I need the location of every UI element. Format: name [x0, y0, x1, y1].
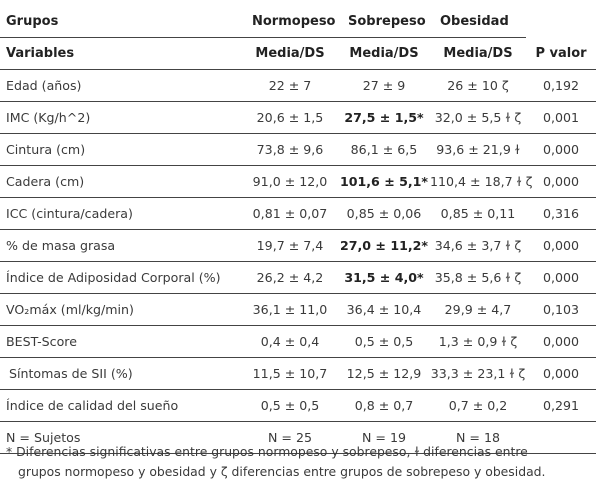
- sobrepeso-cell: 27,5 ± 1,5*: [338, 101, 430, 134]
- pvalue-cell: 0,000: [526, 165, 596, 198]
- sobrepeso-cell: 86,1 ± 6,5: [338, 133, 430, 166]
- footnote-line-2: grupos normopeso y obesidad y ζ diferenc…: [18, 464, 546, 479]
- obesidad-cell: 29,9 ± 4,7: [430, 293, 526, 326]
- sobrepeso-cell: 0,8 ± 0,7: [338, 389, 430, 422]
- table-row: Síntomas de SII (%) 11,5 ± 10,7 12,5 ± 12,…: [0, 357, 596, 390]
- variable-cell: BEST-Score: [0, 325, 242, 358]
- table-row: ICC (cintura/cadera) 0,81 ± 0,07 0,85 ± 0,…: [0, 197, 596, 230]
- sobrepeso-cell: 27,0 ± 11,2*: [338, 229, 430, 262]
- subheader-sobrepeso: Media/DS: [338, 37, 430, 70]
- normopeso-cell: 91,0 ± 12,0: [242, 165, 338, 198]
- normopeso-cell: 19,7 ± 7,4: [242, 229, 338, 262]
- group-obesidad: Obesidad: [430, 5, 526, 38]
- obesidad-cell: 33,3 ± 23,1 ɫ ζ: [430, 357, 526, 390]
- subheader-obesidad: Media/DS: [430, 37, 526, 70]
- group-sobrepeso: Sobrepeso: [338, 5, 430, 38]
- sobrepeso-cell: N = 19: [338, 421, 430, 454]
- variable-cell: IMC (Kg/h^2): [0, 101, 242, 134]
- pvalue-cell: 0,192: [526, 69, 596, 102]
- variable-cell: ICC (cintura/cadera): [0, 197, 242, 230]
- sub-header-row: Variables Media/DS Media/DS Media/DS P v…: [0, 37, 596, 70]
- sobrepeso-cell: 12,5 ± 12,9: [338, 357, 430, 390]
- normopeso-cell: 26,2 ± 4,2: [242, 261, 338, 294]
- table-row: BEST-Score 0,4 ± 0,4 0,5 ± 0,5 1,3 ± 0,9 ɫ …: [0, 325, 596, 358]
- obesidad-cell: 35,8 ± 5,6 ɫ ζ: [430, 261, 526, 294]
- table-row: Edad (años) 22 ± 7 27 ± 9 26 ± 10 ζ 0,192: [0, 69, 596, 102]
- obesidad-cell: 34,6 ± 3,7 ɫ ζ: [430, 229, 526, 262]
- normopeso-cell: 20,6 ± 1,5: [242, 101, 338, 134]
- obesidad-cell: N = 18: [430, 421, 526, 454]
- pvalue-label: P valor: [526, 37, 596, 70]
- sobrepeso-cell: 0,5 ± 0,5: [338, 325, 430, 358]
- pvalue-cell: 0,000: [526, 357, 596, 390]
- obesidad-cell: 0,85 ± 0,11: [430, 197, 526, 230]
- pvalue-cell: 0,001: [526, 101, 596, 134]
- sobrepeso-cell: 27 ± 9: [338, 69, 430, 102]
- table-row: Índice de Adiposidad Corporal (%) 26,2 ± …: [0, 261, 596, 294]
- pvalue-cell: 0,000: [526, 261, 596, 294]
- subheader-normopeso: Media/DS: [242, 37, 338, 70]
- obesidad-cell: 32,0 ± 5,5 ɫ ζ: [430, 101, 526, 134]
- footnote-line-1: * Diferencias significativas entre grupo…: [6, 444, 528, 459]
- empty-header-cell: [526, 5, 596, 38]
- obesidad-cell: 93,6 ± 21,9 ɫ: [430, 133, 526, 166]
- variable-cell: Índice de Adiposidad Corporal (%): [0, 261, 242, 294]
- table-row: % de masa grasa 19,7 ± 7,4 27,0 ± 11,2* 34,…: [0, 229, 596, 262]
- variable-cell: N = Sujetos: [0, 421, 242, 454]
- obesidad-cell: 110,4 ± 18,7 ɫ ζ: [430, 165, 533, 198]
- pvalue-cell: 0,000: [526, 133, 596, 166]
- sobrepeso-cell: 31,5 ± 4,0*: [338, 261, 430, 294]
- table-row: Índice de calidad del sueño 0,5 ± 0,5 0,8 …: [0, 389, 596, 422]
- variables-label: Variables: [0, 37, 242, 70]
- obesidad-cell: 26 ± 10 ζ: [430, 69, 526, 102]
- pvalue-cell: [526, 421, 596, 454]
- pvalue-cell: 0,103: [526, 293, 596, 326]
- results-table: Grupos Normopeso Sobrepeso Obesidad Vari…: [0, 5, 596, 454]
- footnote: * Diferencias significativas entre grupo…: [6, 442, 590, 482]
- variable-cell: Síntomas de SII (%): [0, 357, 242, 390]
- table-row: Cadera (cm) 91,0 ± 12,0 101,6 ± 5,1* 110,4 …: [0, 165, 596, 198]
- table-row: IMC (Kg/h^2) 20,6 ± 1,5 27,5 ± 1,5* 32,0 ± …: [0, 101, 596, 134]
- pvalue-cell: 0,000: [526, 229, 596, 262]
- normopeso-cell: 22 ± 7: [242, 69, 338, 102]
- normopeso-cell: N = 25: [242, 421, 338, 454]
- normopeso-cell: 11,5 ± 10,7: [242, 357, 338, 390]
- normopeso-cell: 0,5 ± 0,5: [242, 389, 338, 422]
- variable-cell: % de masa grasa: [0, 229, 242, 262]
- obesidad-cell: 1,3 ± 0,9 ɫ ζ: [430, 325, 526, 358]
- pvalue-cell: 0,316: [526, 197, 596, 230]
- variable-cell: Edad (años): [0, 69, 242, 102]
- sobrepeso-cell: 0,85 ± 0,06: [338, 197, 430, 230]
- sobrepeso-cell: 101,6 ± 5,1*: [338, 165, 430, 198]
- normopeso-cell: 0,4 ± 0,4: [242, 325, 338, 358]
- group-normopeso: Normopeso: [242, 5, 338, 38]
- variable-cell: Cintura (cm): [0, 133, 242, 166]
- normopeso-cell: 0,81 ± 0,07: [242, 197, 338, 230]
- table-row: N = Sujetos N = 25 N = 19 N = 18: [0, 421, 596, 454]
- table-row: VO₂máx (ml/kg/min) 36,1 ± 11,0 36,4 ± 10,4…: [0, 293, 596, 326]
- normopeso-cell: 73,8 ± 9,6: [242, 133, 338, 166]
- sobrepeso-cell: 36,4 ± 10,4: [338, 293, 430, 326]
- table-row: Cintura (cm) 73,8 ± 9,6 86,1 ± 6,5 93,6 ± 2…: [0, 133, 596, 166]
- group-header-row: Grupos Normopeso Sobrepeso Obesidad: [0, 5, 596, 38]
- variable-cell: Cadera (cm): [0, 165, 242, 198]
- pvalue-cell: 0,291: [526, 389, 596, 422]
- pvalue-cell: 0,000: [526, 325, 596, 358]
- obesidad-cell: 0,7 ± 0,2: [430, 389, 526, 422]
- variable-cell: VO₂máx (ml/kg/min): [0, 293, 242, 326]
- normopeso-cell: 36,1 ± 11,0: [242, 293, 338, 326]
- variable-cell: Índice de calidad del sueño: [0, 389, 242, 422]
- groups-label: Grupos: [0, 5, 242, 38]
